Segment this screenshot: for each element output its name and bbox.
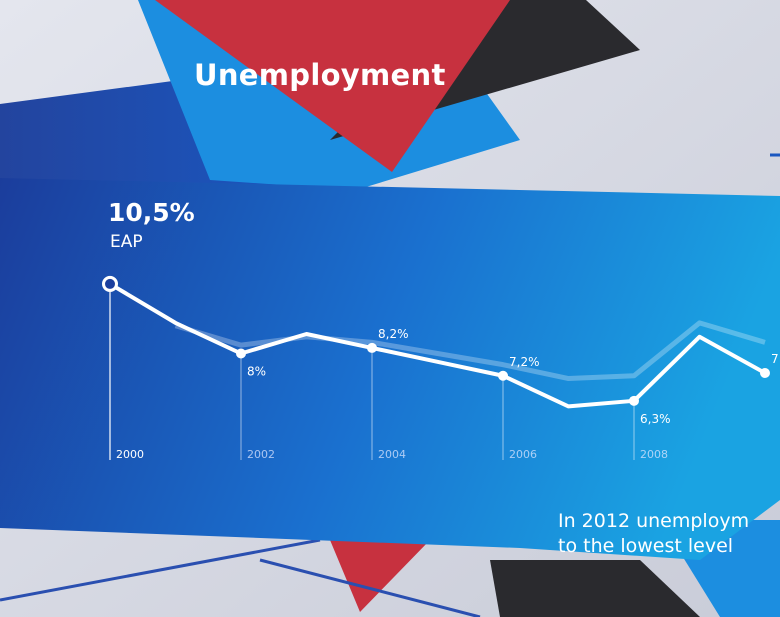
lead-value: 10,5% (108, 198, 195, 227)
data-label-2002: 8% (247, 365, 266, 379)
series-main-line (108, 282, 766, 409)
lead-unit: EAP (110, 232, 143, 252)
series-secondary-line (174, 320, 766, 382)
caption-line-1: In 2012 unemploym (558, 510, 750, 532)
summary-caption: In 2012 unemploym to the lowest level (558, 509, 780, 559)
line-chart: 2000 2002 2004 2006 2008 8% 8,2% 7,2% 6,3% 7 (102, 275, 779, 461)
data-point-2000 (102, 275, 118, 292)
x-tick-label-2000: 2000 (116, 448, 144, 461)
data-point-2006 (498, 370, 508, 381)
bottom-red-triangle (330, 540, 430, 612)
x-tick-label-2004: 2004 (378, 448, 406, 461)
data-point-2002 (236, 348, 246, 359)
data-label-2008: 6,3% (640, 412, 671, 426)
caption-line-2: to the lowest level (558, 535, 734, 557)
red-triangle (155, 0, 510, 172)
bottom-dark-shape (490, 560, 700, 617)
data-label-2006: 7,2% (509, 355, 540, 369)
page-title: Unemployment (194, 58, 446, 92)
chart-panel (0, 178, 780, 560)
bottom-line-2 (259, 558, 481, 617)
x-tick-label-2002: 2002 (247, 448, 275, 461)
x-tick-label-2006: 2006 (509, 448, 537, 461)
data-point-2010 (760, 367, 770, 378)
bottom-line-1 (0, 538, 321, 602)
x-tick-label-2008: 2008 (640, 448, 668, 461)
data-label-2004: 8,2% (378, 327, 409, 341)
data-point-2004 (367, 342, 377, 353)
data-point-2008 (629, 395, 639, 406)
data-label-2010: 7 (771, 352, 779, 366)
